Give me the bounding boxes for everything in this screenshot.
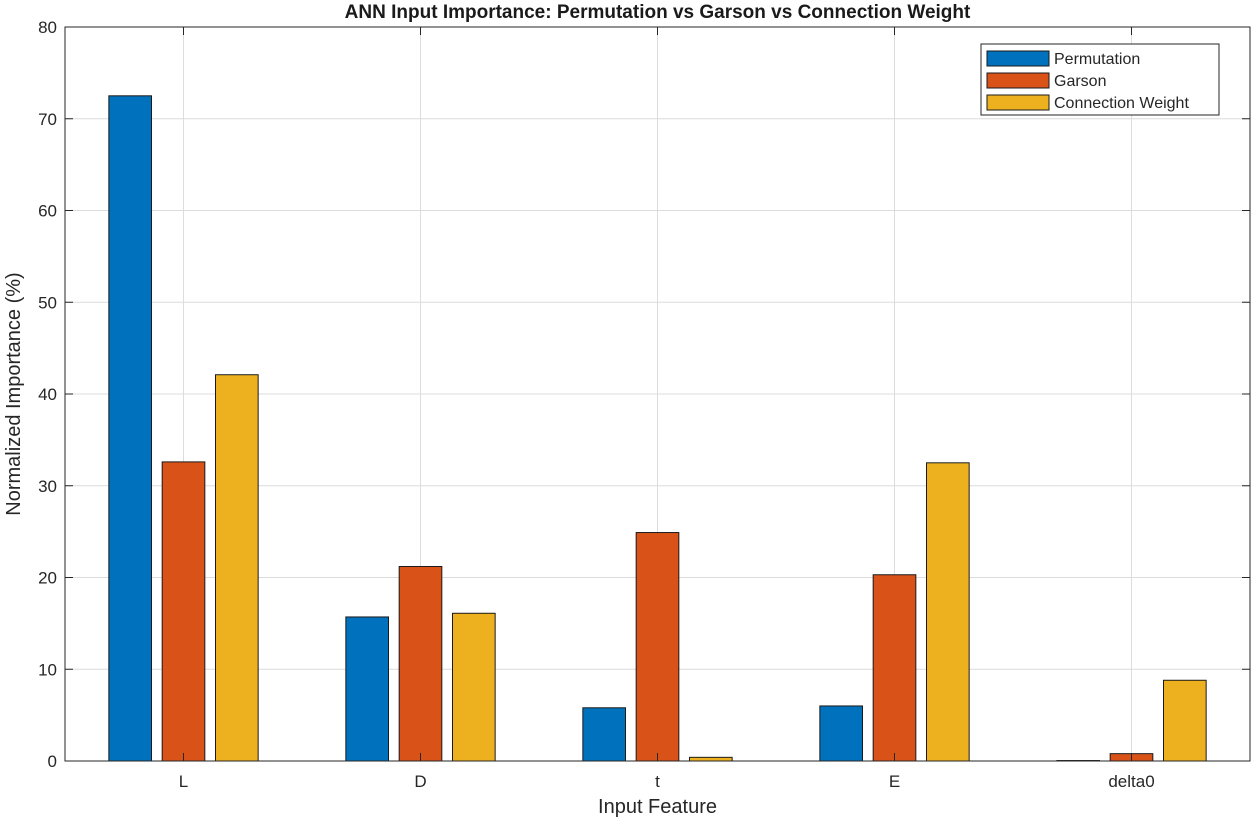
bar-garson-t [635, 532, 680, 762]
bar-permutation-L [108, 95, 153, 762]
x-tick-label: t [655, 772, 660, 791]
x-axis-label: Input Feature [598, 796, 717, 818]
legend-swatch [986, 94, 1050, 111]
bar-connection-weight-L [214, 374, 259, 762]
legend-label: Connection Weight [1054, 95, 1189, 112]
legend-swatch [986, 72, 1050, 89]
legend: Permutation Garson Connection Weight [980, 43, 1220, 116]
x-tick-label: E [889, 772, 900, 791]
y-tick-label: 70 [38, 110, 57, 129]
bar-connection-weight-delta0 [1162, 679, 1207, 762]
legend-label: Garson [1054, 73, 1106, 90]
y-tick-label: 0 [48, 752, 57, 771]
y-axis-label: Normalized Importance (%) [3, 272, 25, 515]
bar-permutation-E [819, 705, 864, 762]
bar-permutation-D [345, 616, 390, 762]
x-tick-label: delta0 [1108, 772, 1154, 791]
y-tick-label: 30 [38, 477, 57, 496]
bar-garson-E [872, 574, 917, 762]
bar-garson-D [398, 565, 443, 762]
chart-title: ANN Input Importance: Permutation vs Gar… [345, 2, 971, 23]
bars [108, 95, 1207, 762]
bar-permutation-t [582, 707, 627, 762]
y-tick-label: 60 [38, 202, 57, 221]
y-tick-label: 20 [38, 569, 57, 588]
x-tick-label: L [179, 772, 188, 791]
x-tick-label: D [414, 772, 426, 791]
y-tick-label: 10 [38, 660, 57, 679]
bar-connection-weight-D [451, 612, 496, 762]
y-tick-label: 80 [38, 18, 57, 37]
bar-garson-L [161, 461, 206, 762]
legend-label: Permutation [1054, 51, 1140, 68]
bar-connection-weight-E [925, 462, 970, 762]
bar-connection-weight-t [688, 756, 733, 762]
legend-swatch [986, 50, 1050, 67]
y-tick-label: 40 [38, 385, 57, 404]
y-tick-label: 50 [38, 293, 57, 312]
